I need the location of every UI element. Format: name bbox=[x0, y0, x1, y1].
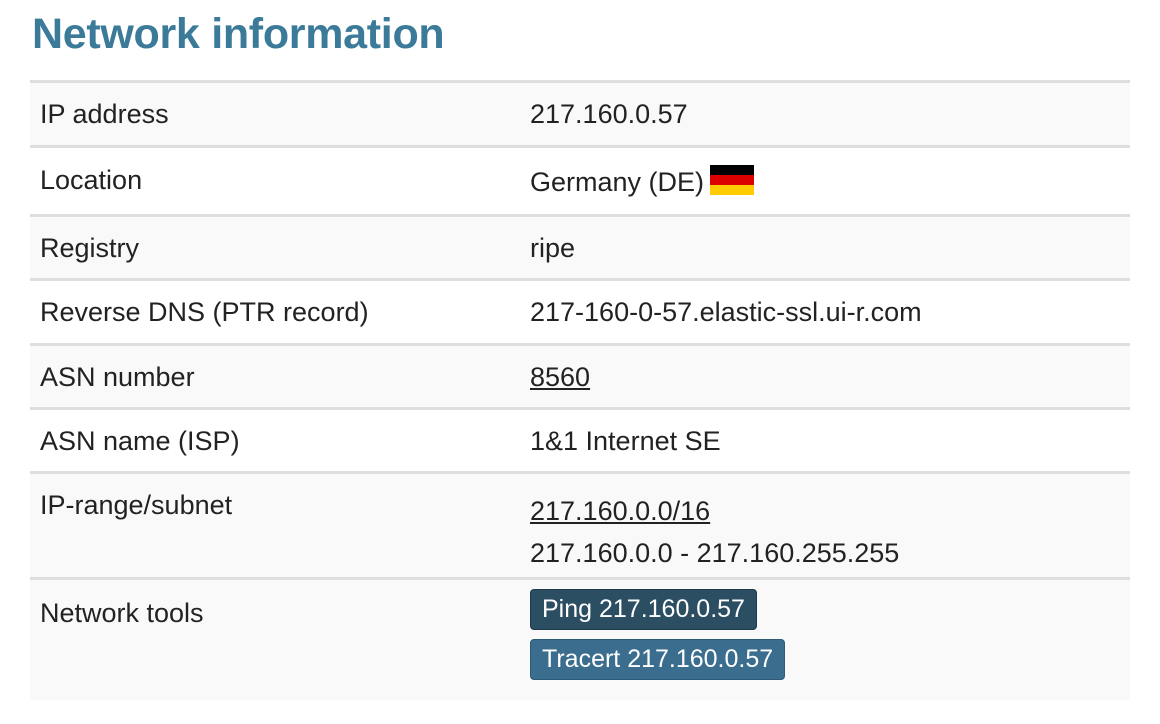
table-row: ASN number 8560 bbox=[30, 343, 1130, 409]
table-row: Registry ripe bbox=[30, 214, 1130, 280]
network-info-table: IP address 217.160.0.57 Location Germany… bbox=[30, 80, 1130, 700]
location-value: Germany (DE) bbox=[530, 167, 705, 197]
row-label: IP-range/subnet bbox=[30, 471, 520, 579]
registry-value: ripe bbox=[520, 214, 1130, 280]
ip-address-value: 217.160.0.57 bbox=[520, 80, 1130, 147]
table-row: IP address 217.160.0.57 bbox=[30, 80, 1130, 147]
table-row: IP-range/subnet 217.160.0.0/16 217.160.0.… bbox=[30, 471, 1130, 579]
row-label: Network tools bbox=[30, 577, 520, 700]
row-label: Location bbox=[30, 145, 520, 216]
row-label: Registry bbox=[30, 214, 520, 280]
asn-number-link[interactable]: 8560 bbox=[530, 362, 591, 392]
ping-button[interactable]: Ping 217.160.0.57 bbox=[530, 589, 757, 630]
row-label: Reverse DNS (PTR record) bbox=[30, 278, 520, 345]
asn-name-value: 1&1 Internet SE bbox=[520, 407, 1130, 473]
reverse-dns-value: 217-160-0-57.elastic-ssl.ui-r.com bbox=[520, 278, 1130, 345]
row-label: IP address bbox=[30, 80, 520, 147]
row-label: ASN number bbox=[30, 343, 520, 409]
page-title: Network information bbox=[32, 10, 445, 58]
ip-range-value: 217.160.0.0 - 217.160.255.255 bbox=[530, 538, 900, 568]
subnet-link[interactable]: 217.160.0.0/16 bbox=[530, 496, 711, 526]
table-row: Location Germany (DE) bbox=[30, 145, 1130, 216]
germany-flag-icon bbox=[710, 165, 755, 195]
tracert-button[interactable]: Tracert 217.160.0.57 bbox=[530, 639, 786, 680]
table-row: ASN name (ISP) 1&1 Internet SE bbox=[30, 407, 1130, 473]
row-label: ASN name (ISP) bbox=[30, 407, 520, 473]
table-row: Reverse DNS (PTR record) 217-160-0-57.el… bbox=[30, 278, 1130, 345]
table-row: Network tools Ping 217.160.0.57 Tracert … bbox=[30, 577, 1130, 700]
